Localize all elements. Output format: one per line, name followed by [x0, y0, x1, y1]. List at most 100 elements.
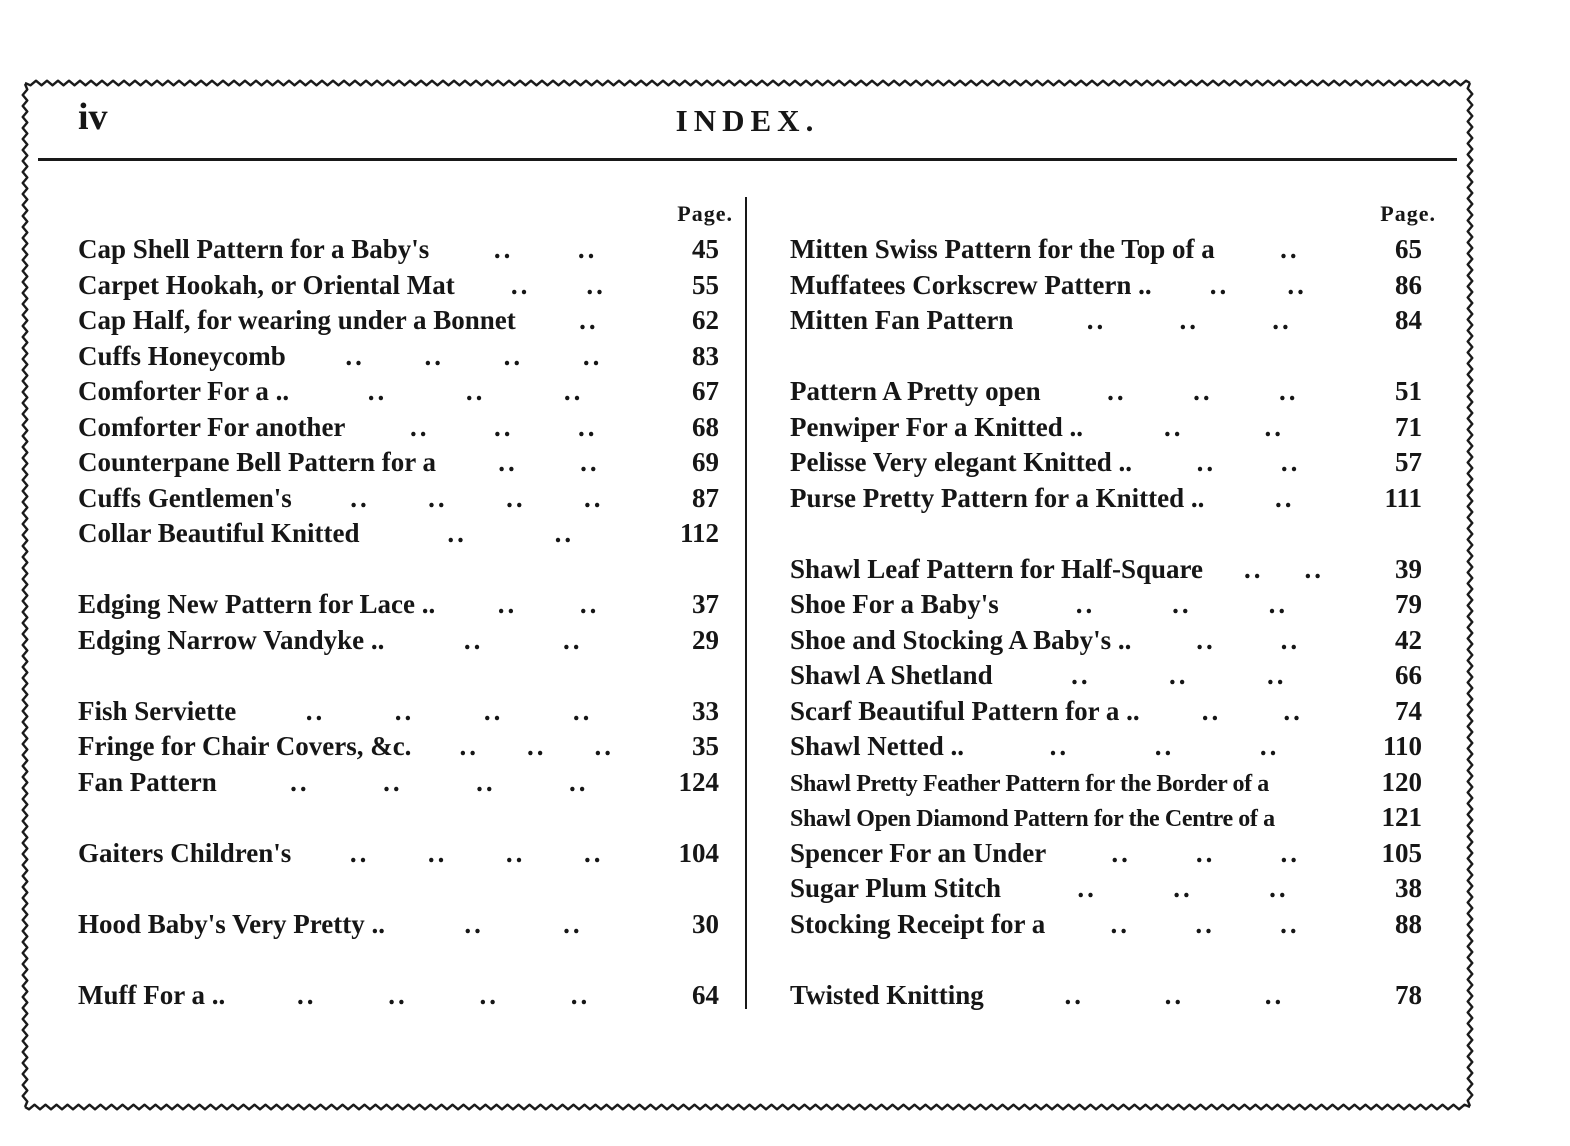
- entry-title: Shawl A Shetland: [790, 660, 993, 690]
- leader-dots: ....: [435, 587, 662, 623]
- dot-leader-group: ..: [493, 234, 514, 264]
- index-group: Cap Shell Pattern for a Baby's.... 45 Carp…: [78, 232, 719, 552]
- leader-dots: ......: [345, 410, 662, 446]
- entry-title: Cuffs Honeycomb: [78, 340, 286, 371]
- entry-title: Cuffs Gentlemen's: [78, 482, 292, 513]
- leader-dots: ....: [385, 907, 662, 943]
- index-group: Pattern A Pretty open...... 51 Penwiper Fo…: [790, 374, 1422, 516]
- index-entry: Cap Shell Pattern for a Baby's.... 45: [78, 232, 719, 268]
- dot-leader-group: ..: [1163, 411, 1184, 442]
- entry-title: Shawl Netted ..: [790, 731, 964, 761]
- entry-title: Penwiper For a Knitted ..: [790, 411, 1083, 442]
- entry-page-number: 39: [1395, 553, 1422, 584]
- index-groups-left: Cap Shell Pattern for a Baby's.... 45 Carp…: [78, 232, 719, 1013]
- dot-leader-group: ..: [394, 695, 415, 726]
- index-column-left: Page. Cap Shell Pattern for a Baby's....…: [25, 161, 745, 1013]
- page-title: INDEX.: [675, 103, 820, 138]
- entry-title: Shawl Pretty Feather Pattern for the Bor…: [790, 770, 1269, 797]
- dot-leader-group: ..: [1196, 447, 1217, 477]
- index-entry: Scarf Beautiful Pattern for a ...... 74: [790, 694, 1422, 730]
- index-entry: Pelisse Very elegant Knitted ...... 57: [790, 445, 1422, 481]
- entry-page-number: 86: [1395, 269, 1422, 300]
- dot-leader-group: ..: [383, 766, 403, 797]
- entry-title: Pelisse Very elegant Knitted ..: [790, 447, 1132, 477]
- leader-dots: ......: [993, 658, 1365, 694]
- dot-leader-group: ..: [1264, 411, 1284, 442]
- entry-page-number: 33: [692, 695, 719, 726]
- dot-leader-group: ..: [483, 695, 504, 726]
- dot-leader-group: ..: [562, 624, 583, 655]
- dot-leader-group: ..: [1169, 660, 1189, 690]
- leader-dots: ........: [292, 481, 662, 517]
- index-group: Twisted Knitting...... 78: [790, 978, 1422, 1014]
- entry-page-number: 112: [679, 518, 719, 548]
- entry-page-number: 121: [1381, 802, 1423, 832]
- entry-page-number: 68: [692, 411, 719, 442]
- dot-leader-group: ..: [554, 518, 575, 548]
- dot-leader-group: ..: [1111, 837, 1131, 868]
- header-rule: [38, 158, 1457, 161]
- index-entry: Carpet Hookah, or Oriental Mat.... 55: [78, 268, 719, 304]
- entry-title: Scarf Beautiful Pattern for a ..: [790, 695, 1140, 726]
- dot-leader-group: ..: [459, 731, 479, 761]
- leader-dots: ....: [436, 445, 662, 481]
- entry-page-number: 45: [692, 234, 719, 264]
- leader-dots: ....: [1203, 552, 1365, 588]
- entry-page-number: 37: [692, 589, 719, 619]
- entry-page-number: 51: [1395, 376, 1422, 406]
- dot-leader-group: ..: [424, 340, 445, 371]
- leader-dots: ....: [1083, 410, 1365, 446]
- dot-leader-group: ..: [427, 837, 448, 868]
- index-entry: Edging Narrow Vandyke ...... 29: [78, 623, 719, 659]
- entry-page-number: 87: [692, 482, 719, 513]
- entry-page-number: 57: [1395, 447, 1422, 477]
- entry-page-number: 71: [1395, 411, 1422, 442]
- dot-leader-group: ..: [1075, 589, 1096, 619]
- entry-page-number: 64: [692, 979, 719, 1010]
- dot-leader-group: ..: [305, 695, 326, 726]
- dot-leader-group: ..: [350, 482, 370, 513]
- dot-leader-group: ..: [1279, 376, 1299, 406]
- entry-title: Counterpane Bell Pattern for a: [78, 447, 436, 477]
- index-entry: Edging New Pattern for Lace ...... 37: [78, 587, 719, 623]
- dot-leader-group: ..: [1272, 305, 1292, 335]
- entry-page-number: 66: [1395, 660, 1422, 690]
- entry-title: Muff For a ..: [78, 979, 226, 1010]
- index-entry: Purse Pretty Pattern for a Knitted .... 1…: [790, 481, 1422, 517]
- dot-leader-group: ..: [476, 766, 496, 797]
- dot-leader-group: ..: [463, 624, 484, 655]
- dot-leader-group: ..: [479, 979, 499, 1010]
- entry-page-number: 78: [1395, 979, 1422, 1010]
- dot-leader-group: ..: [1259, 731, 1280, 761]
- entry-title: Twisted Knitting: [790, 979, 984, 1010]
- dot-leader-group: ..: [506, 482, 526, 513]
- dot-leader-group: ..: [570, 979, 591, 1010]
- dot-leader-group: ..: [1283, 695, 1303, 726]
- page-column-label-left: Page.: [677, 201, 733, 226]
- entry-title: Hood Baby's Very Pretty ..: [78, 908, 386, 939]
- index-entry: Cuffs Honeycomb........ 83: [78, 339, 719, 375]
- entry-title: Gaiters Children's: [78, 837, 292, 868]
- entry-page-number: 65: [1395, 234, 1422, 264]
- dot-leader-group: ..: [1179, 305, 1199, 335]
- dot-leader-group: ..: [569, 766, 589, 797]
- entry-title: Shawl Leaf Pattern for Half-Square: [790, 553, 1203, 584]
- entry-page-number: 88: [1395, 908, 1422, 939]
- entry-title: Spencer For an Under: [790, 837, 1047, 868]
- dot-leader-group: ..: [526, 731, 547, 761]
- folio-number: iv: [78, 96, 108, 138]
- dot-leader-group: ..: [1077, 873, 1097, 903]
- dot-leader-group: ..: [1049, 731, 1070, 761]
- dot-leader-group: ..: [1280, 624, 1301, 655]
- dot-leader-group: ..: [1274, 482, 1295, 513]
- leader-dots: ......: [1013, 303, 1365, 339]
- leader-dots: ....: [429, 232, 662, 268]
- index-column-right: Page. Mitten Swiss Pattern for the Top o…: [747, 161, 1470, 1013]
- entry-page-number: 30: [692, 908, 719, 939]
- dot-leader-group: ..: [579, 589, 600, 619]
- dot-leader-group: ..: [1107, 376, 1127, 406]
- entry-title: Mitten Swiss Pattern for the Top of a: [790, 234, 1215, 264]
- leader-dots: ......: [999, 587, 1365, 623]
- index-entry: Muffatees Corkscrew Pattern ...... 86: [790, 268, 1422, 304]
- dot-leader-group: ..: [428, 482, 448, 513]
